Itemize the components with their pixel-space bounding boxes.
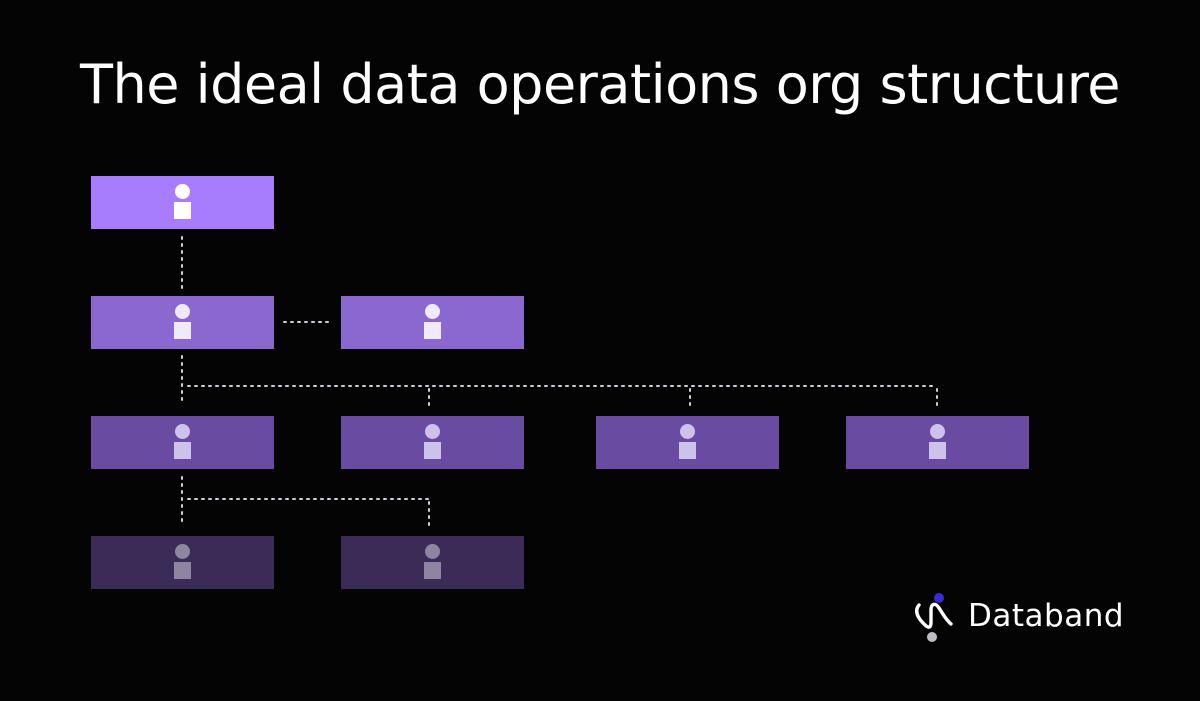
brand-name: Databand bbox=[968, 598, 1125, 634]
org-node-sub-1 bbox=[91, 536, 274, 589]
person-head-icon bbox=[425, 544, 440, 559]
person-body-icon bbox=[929, 442, 946, 459]
person-body-icon bbox=[424, 562, 441, 579]
person-body-icon bbox=[424, 322, 441, 339]
person-head-icon bbox=[930, 424, 945, 439]
databand-logo: Databand bbox=[912, 592, 1162, 644]
person-body-icon bbox=[174, 562, 191, 579]
databand-logo-icon bbox=[915, 593, 953, 642]
org-node-peer bbox=[341, 296, 524, 349]
org-node-report-3 bbox=[596, 416, 779, 469]
page-title: The ideal data operations org structure bbox=[79, 53, 1121, 116]
org-node-leader bbox=[91, 176, 274, 229]
org-node-report-1 bbox=[91, 416, 274, 469]
person-head-icon bbox=[175, 184, 190, 199]
org-node-report-4 bbox=[846, 416, 1029, 469]
org-node-sub-2 bbox=[341, 536, 524, 589]
person-head-icon bbox=[680, 424, 695, 439]
person-body-icon bbox=[424, 442, 441, 459]
org-node-report-2 bbox=[341, 416, 524, 469]
person-body-icon bbox=[174, 322, 191, 339]
org-node-manager bbox=[91, 296, 274, 349]
person-body-icon bbox=[174, 202, 191, 219]
person-head-icon bbox=[175, 424, 190, 439]
person-body-icon bbox=[679, 442, 696, 459]
person-head-icon bbox=[425, 304, 440, 319]
person-body-icon bbox=[174, 442, 191, 459]
person-head-icon bbox=[175, 544, 190, 559]
person-head-icon bbox=[425, 424, 440, 439]
person-head-icon bbox=[175, 304, 190, 319]
